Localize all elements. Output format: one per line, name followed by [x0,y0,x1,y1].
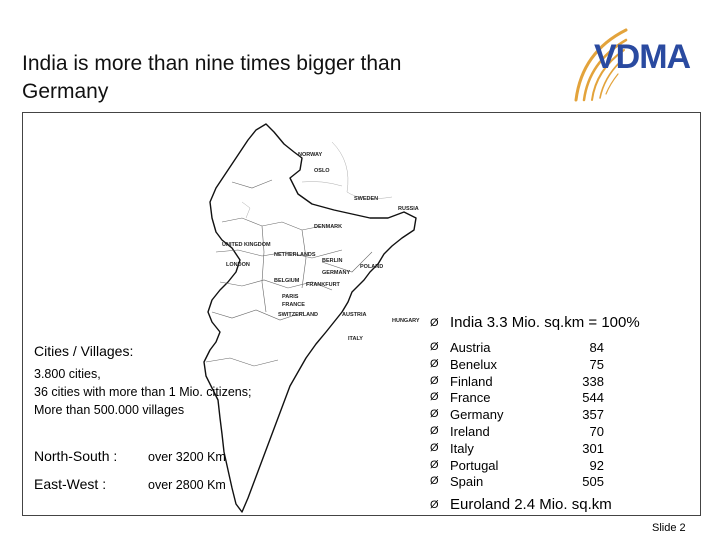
cities-line-2: 36 cities with more than 1 Mio. citizens… [34,385,252,399]
india-outline [203,123,417,513]
list-item: Ø Spain 505 [430,474,690,491]
bullet-arrow-icon: Ø [430,499,439,512]
country-area: 357 [582,407,604,423]
list-item: Ø Austria 84 [430,340,690,357]
country-area: 544 [582,390,604,406]
north-south-label: North-South : [34,448,118,464]
bullet-arrow-icon: Ø [430,357,439,370]
north-south-row: North-South : over 3200 Km [34,448,226,464]
map-label-oslo: OSLO [314,168,330,174]
area-comparison-list: Ø India 3.3 Mio. sq.km = 100% Ø Austria … [430,314,690,518]
map-label-france: FRANCE [282,302,305,308]
cities-description: 3.800 cities, 36 cities with more than 1… [34,365,251,419]
east-west-value: over 2800 Km [148,478,226,492]
map-label-austria: AUSTRIA [342,312,366,318]
bullet-arrow-icon: Ø [430,475,439,488]
bullet-arrow-icon: Ø [430,458,439,471]
bullet-arrow-icon: Ø [430,317,439,329]
country-name: Germany [450,407,504,423]
map-label-frankfurt: FRANKFURT [306,282,341,288]
list-item: Ø Benelux 75 [430,357,690,374]
bullet-arrow-icon: Ø [430,374,439,387]
map-label-switzerland: SWITZERLAND [278,312,318,318]
bullet-arrow-icon: Ø [430,391,439,404]
cities-line-1: 3.800 cities, [34,367,101,381]
map-label-italy: ITALY [348,336,363,342]
india-area-text: India 3.3 Mio. sq.km = 100% [450,314,640,331]
country-area: 70 [589,423,604,439]
east-west-row: East-West : over 2800 Km [34,476,226,492]
country-name: Portugal [450,457,499,473]
country-name: Austria [450,340,491,355]
country-name: France [450,390,491,406]
country-area: 338 [582,373,604,389]
india-area-row: Ø India 3.3 Mio. sq.km = 100% [430,314,690,336]
country-name: Finland [450,373,493,389]
list-item: Ø Portugal 92 [430,458,690,475]
map-label-hungary: HUNGARY [392,318,420,324]
country-name: Benelux [450,356,497,372]
logo-arcs-icon [574,28,628,102]
map-label-paris: PARIS [282,294,299,300]
euroland-area-text: Euroland 2.4 Mio. sq.km [450,496,612,514]
country-name: Italy [450,440,474,456]
slide-number: Slide 2 [652,522,686,534]
logo-text: VDMA [594,38,691,76]
list-item: Ø Ireland 70 [430,424,690,441]
map-label-netherlands: NETHERLANDS [274,252,316,258]
map-labels: NORWAY OSLO SWEDEN RUSSIA DENMARK UNITED… [222,152,420,342]
india-europe-map: NORWAY OSLO SWEDEN RUSSIA DENMARK UNITED… [203,123,420,513]
vdma-logo [564,22,704,104]
map-label-berlin: BERLIN [322,258,343,264]
map-label-uk: UNITED KINGDOM [222,242,271,248]
country-name: Spain [450,474,484,490]
euroland-area-row: Ø Euroland 2.4 Mio. sq.km [430,496,690,518]
map-label-belgium: BELGIUM [274,278,300,284]
bullet-arrow-icon: Ø [430,441,439,454]
slide-title: India is more than nine times bigger tha… [22,50,542,106]
country-area: 92 [589,457,604,473]
title-line-1: India is more than nine times bigger tha… [22,52,402,75]
list-item: Ø Italy 301 [430,441,690,458]
map-label-norway: NORWAY [298,152,322,158]
title-line-2: Germany [22,80,109,103]
cities-heading: Cities / Villages: [34,343,134,359]
content-frame [22,112,701,516]
country-area: 505 [582,474,604,490]
bullet-arrow-icon: Ø [430,424,439,437]
map-label-germany: GERMANY [322,270,350,276]
map-label-london: LONDON [226,262,250,268]
list-item: Ø Germany 357 [430,407,690,424]
map-label-denmark: DENMARK [314,224,342,230]
country-area: 75 [589,356,604,372]
map-label-russia: RUSSIA [398,206,419,212]
country-area: 84 [589,340,604,355]
list-item: Ø Finland 338 [430,374,690,391]
cities-line-3: More than 500.000 villages [34,403,185,417]
bullet-arrow-icon: Ø [430,408,439,421]
list-item: Ø France 544 [430,390,690,407]
east-west-label: East-West : [34,476,107,492]
map-label-sweden: SWEDEN [354,196,378,202]
bullet-arrow-icon: Ø [430,341,439,353]
north-south-value: over 3200 Km [148,450,226,464]
map-label-poland: POLAND [360,264,383,270]
country-name: Ireland [450,423,490,439]
country-area: 301 [582,440,604,456]
